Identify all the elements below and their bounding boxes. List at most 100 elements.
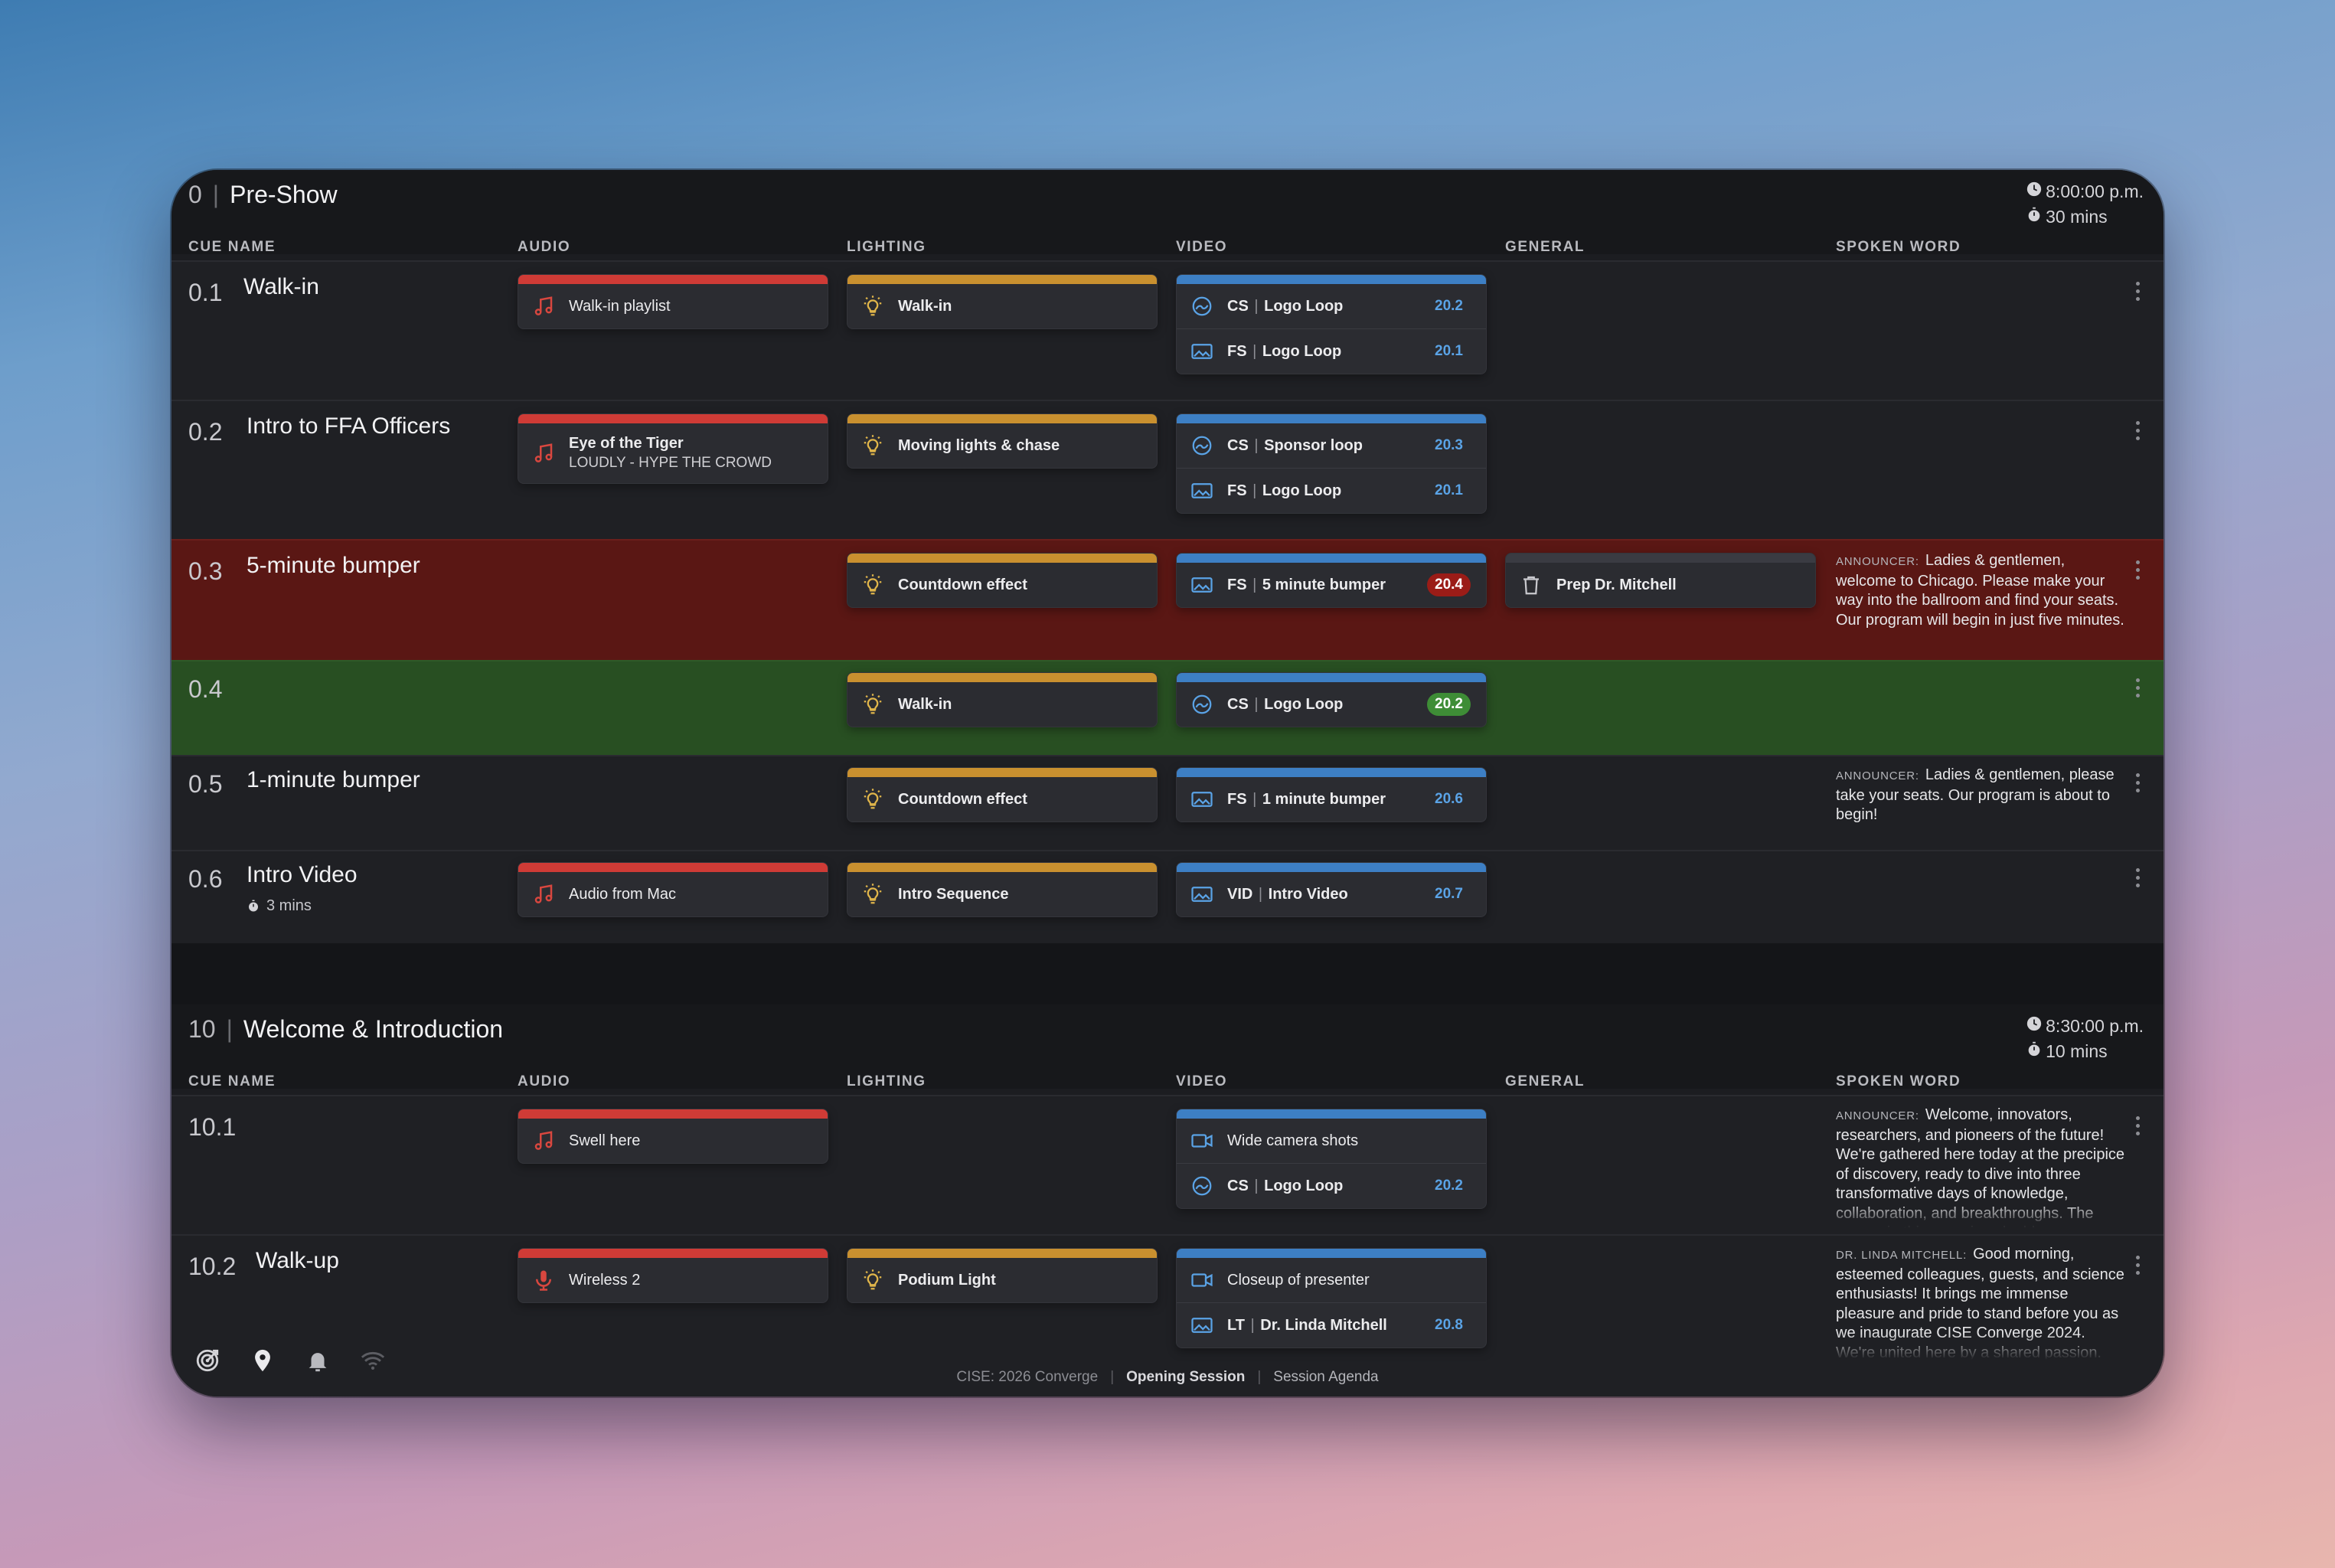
more-options-icon[interactable]	[2136, 421, 2141, 444]
cue-row-standby[interactable]: 0.3 5-minute bumper Countdown effect FS …	[171, 539, 2164, 662]
cue-row[interactable]: 0.6 Intro Video 3 mins Audio from Mac In…	[171, 850, 2164, 945]
image-icon	[1190, 573, 1213, 596]
cue-sheet-window: 0 | Pre-Show 8:00:00 p.m. 30 mins CUE NAME…	[171, 170, 2164, 1396]
section-number: 0	[188, 181, 202, 208]
column-header-audio: AUDIO	[518, 1073, 827, 1096]
location-pin-icon[interactable]	[250, 1348, 276, 1374]
video-card[interactable]: CS | Sponsor loop 20.3 FS | Logo Loop 20.1	[1176, 413, 1487, 514]
cue-name: 1-minute bumper	[247, 767, 420, 792]
lighting-label: Walk-in	[898, 297, 952, 315]
target-icon[interactable]	[194, 1348, 220, 1374]
audio-card[interactable]: Audio from Mac	[518, 862, 828, 917]
video-card[interactable]: Wide camera shots CS | Logo Loop 20.2	[1176, 1109, 1487, 1209]
image-icon	[1190, 883, 1213, 906]
column-header-video: VIDEO	[1176, 239, 1485, 262]
footer-event-name[interactable]: CISE: 2026 Converge	[956, 1369, 1099, 1385]
lighting-label: Countdown effect	[898, 790, 1027, 808]
footer-breadcrumb: CISE: 2026 Converge | Opening Session | Sess…	[956, 1369, 1379, 1385]
video-label: Closeup of presenter	[1227, 1271, 1370, 1289]
footer-session-agenda-link[interactable]: Session Agenda	[1273, 1369, 1379, 1385]
cue-row[interactable]: 0.1 Walk-in Walk-in playlist Walk-in CS …	[171, 260, 2164, 401]
audio-label: Eye of the Tiger	[569, 435, 684, 452]
cue-badge: 20.1	[1435, 482, 1463, 498]
audio-card[interactable]: Wireless 2	[518, 1248, 828, 1303]
spoken-text: Ladies & gentlemen, please take your sea…	[1836, 766, 2115, 823]
cue-number: 0.1	[188, 279, 223, 306]
audio-card[interactable]: Swell here	[518, 1109, 828, 1164]
cue-badge: 20.3	[1435, 437, 1463, 453]
spoken-word-text: DR. LINDA MITCHELL: Good morning, esteeme…	[1836, 1245, 2127, 1360]
audio-card[interactable]: Walk-in playlist	[518, 274, 828, 329]
video-prefix: CS	[1227, 297, 1249, 315]
section-header-welcome: 10 | Welcome & Introduction 8:30:00 p.m. 1…	[171, 1004, 2164, 1096]
column-header-spoken-word: SPOKEN WORD	[1836, 239, 1961, 255]
audio-card[interactable]: Eye of the Tiger LOUDLY - HYPE THE CROWD	[518, 413, 828, 484]
audio-label: Swell here	[569, 1132, 641, 1149]
footer-session-current[interactable]: Opening Session	[1126, 1369, 1246, 1385]
lighting-card[interactable]: Walk-in	[847, 274, 1158, 329]
cue-badge: 20.6	[1435, 791, 1463, 807]
cue-row[interactable]: 0.5 1-minute bumper Countdown effect FS …	[171, 755, 2164, 851]
lighting-card[interactable]: Countdown effect	[847, 553, 1158, 608]
speaker-label: ANNOUNCER:	[1836, 1109, 1919, 1122]
section-title: 0 | Pre-Show	[188, 181, 338, 208]
microphone-icon	[532, 1269, 555, 1292]
video-prefix: FS	[1227, 576, 1247, 593]
cue-name: Walk-in	[243, 274, 319, 299]
lighting-label: Countdown effect	[898, 576, 1027, 593]
cue-badge: 20.2	[1427, 693, 1471, 716]
more-options-icon[interactable]	[2136, 868, 2141, 891]
column-header-video: VIDEO	[1176, 1073, 1485, 1096]
video-label: Logo Loop	[1262, 342, 1342, 360]
general-label: Prep Dr. Mitchell	[1556, 576, 1677, 593]
cue-badge: 20.2	[1435, 298, 1463, 314]
lighting-card[interactable]: Podium Light	[847, 1248, 1158, 1303]
lighting-label: Moving lights & chase	[898, 436, 1060, 454]
stopwatch-icon	[2026, 204, 2046, 230]
music-note-icon	[532, 295, 555, 318]
video-card[interactable]: VID | Intro Video 20.7	[1176, 862, 1487, 917]
section-duration: 10 mins	[2046, 1041, 2108, 1061]
column-header-cue-name: CUE NAME	[188, 239, 276, 255]
more-options-icon[interactable]	[2136, 282, 2141, 305]
video-label: Logo Loop	[1262, 482, 1342, 499]
lighting-card[interactable]: Countdown effect	[847, 767, 1158, 822]
more-options-icon[interactable]	[2136, 560, 2141, 583]
general-card[interactable]: Prep Dr. Mitchell	[1505, 553, 1816, 608]
column-headers: CUE NAME AUDIO LIGHTING VIDEO GENERAL SP…	[171, 1073, 2164, 1096]
more-options-icon[interactable]	[2136, 773, 2141, 796]
video-label: Wide camera shots	[1227, 1132, 1359, 1149]
cue-row[interactable]: 0.2 Intro to FFA Officers Eye of the Tig…	[171, 400, 2164, 541]
column-header-lighting: LIGHTING	[847, 1073, 1156, 1096]
wifi-icon[interactable]	[360, 1348, 386, 1374]
cue-row-active[interactable]: 0.4 Walk-in CS | Logo Loop 20.2	[171, 660, 2164, 756]
column-header-audio: AUDIO	[518, 239, 827, 262]
music-note-icon	[532, 442, 555, 465]
lighting-card[interactable]: Intro Sequence	[847, 862, 1158, 917]
video-card[interactable]: CS | Logo Loop 20.2 FS | Logo Loop 20.1	[1176, 274, 1487, 374]
trash-icon	[1520, 573, 1543, 596]
column-headers: CUE NAME AUDIO LIGHTING VIDEO GENERAL SP…	[171, 239, 2164, 262]
video-label: 1 minute bumper	[1262, 790, 1386, 808]
more-options-icon[interactable]	[2136, 1256, 2141, 1279]
loop-icon	[1190, 295, 1213, 318]
bell-icon[interactable]	[305, 1348, 331, 1374]
more-options-icon[interactable]	[2136, 678, 2141, 701]
section-number: 10	[188, 1015, 216, 1043]
video-card[interactable]: Closeup of presenter LT | Dr. Linda Mitc…	[1176, 1248, 1487, 1348]
speaker-label: DR. LINDA MITCHELL:	[1836, 1249, 1968, 1262]
video-card[interactable]: CS | Logo Loop 20.2	[1176, 672, 1487, 727]
lightbulb-icon	[861, 883, 884, 906]
music-note-icon	[532, 883, 555, 906]
video-card[interactable]: FS | 1 minute bumper 20.6	[1176, 767, 1487, 822]
lighting-card[interactable]: Moving lights & chase	[847, 413, 1158, 469]
lighting-card[interactable]: Walk-in	[847, 672, 1158, 727]
video-card[interactable]: FS | 5 minute bumper 20.4	[1176, 553, 1487, 608]
image-icon	[1190, 479, 1213, 502]
video-prefix: CS	[1227, 436, 1249, 454]
video-label: Dr. Linda Mitchell	[1260, 1316, 1387, 1334]
cue-row[interactable]: 10.2 Walk-up Wireless 2 Podium Light Clo…	[171, 1234, 2164, 1396]
cue-row[interactable]: 10.1 Swell here Wide camera shots CS | L…	[171, 1095, 2164, 1236]
more-options-icon[interactable]	[2136, 1116, 2141, 1139]
speaker-label: ANNOUNCER:	[1836, 555, 1919, 568]
